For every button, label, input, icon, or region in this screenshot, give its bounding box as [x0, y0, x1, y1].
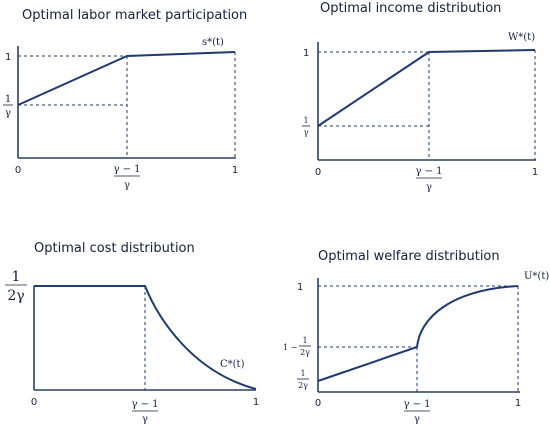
curve-label: C*(t): [220, 359, 245, 370]
curve-label: U*(t): [524, 271, 549, 282]
panel-title: Optimal income distribution: [320, 1, 501, 16]
x-tick-one: 1: [515, 398, 521, 409]
y-tick-low-num: 1: [303, 116, 308, 125]
y-tick-low-den: 2γ: [298, 381, 308, 390]
y-tick-low-num: 1: [5, 94, 11, 105]
x-tick-mid-den: γ: [142, 414, 148, 425]
panel-welfare: Optimal welfare distribution U*(t) 1 1 −…: [283, 249, 549, 425]
x-tick-one: 1: [232, 165, 238, 176]
y-tick-low-num: 1: [300, 369, 305, 378]
x-tick-mid-num: γ − 1: [131, 399, 158, 410]
panel-labor: Optimal labor market participation s*(t)…: [3, 8, 247, 191]
x-tick-zero: 0: [31, 397, 37, 408]
y-tick-top-num: 1: [12, 269, 21, 285]
curve-c: [34, 285, 257, 390]
panel-title: Optimal welfare distribution: [318, 249, 500, 264]
x-tick-mid-den: γ: [414, 414, 420, 425]
y-tick-mid-prefix: 1 −: [283, 343, 297, 352]
x-tick-zero: 0: [315, 398, 321, 409]
y-tick-low-den: γ: [304, 128, 309, 137]
panel-title: Optimal cost distribution: [34, 241, 195, 256]
curve-label: W*(t): [508, 32, 535, 43]
x-tick-mid-num: γ − 1: [113, 164, 140, 175]
y-tick-mid-num: 1: [302, 336, 307, 345]
curve-label: s*(t): [202, 37, 224, 48]
x-tick-mid-num: γ − 1: [415, 166, 442, 177]
curve-u: [317, 285, 519, 382]
y-tick-one: 1: [297, 282, 303, 293]
curve-s: [17, 51, 236, 106]
y-tick-low-den: γ: [5, 108, 11, 119]
x-tick-mid-num: γ − 1: [403, 399, 430, 410]
x-tick-mid-den: γ: [426, 182, 432, 193]
x-tick-one: 1: [253, 397, 259, 408]
panel-title: Optimal labor market participation: [22, 8, 247, 23]
x-tick-zero: 0: [15, 165, 21, 176]
y-tick-top-den: 2γ: [7, 288, 24, 304]
x-tick-mid-den: γ: [124, 180, 130, 191]
y-tick-mid-den: 2γ: [300, 348, 310, 357]
x-tick-one: 1: [532, 167, 538, 178]
panel-cost: Optimal cost distribution C*(t) 1 2γ 0 γ…: [5, 241, 259, 425]
curve-w: [317, 49, 536, 127]
x-tick-zero: 0: [315, 167, 321, 178]
y-tick-one: 1: [5, 52, 11, 63]
panel-income: Optimal income distribution W*(t) 1 1 γ …: [302, 1, 538, 193]
y-tick-one: 1: [303, 48, 309, 59]
